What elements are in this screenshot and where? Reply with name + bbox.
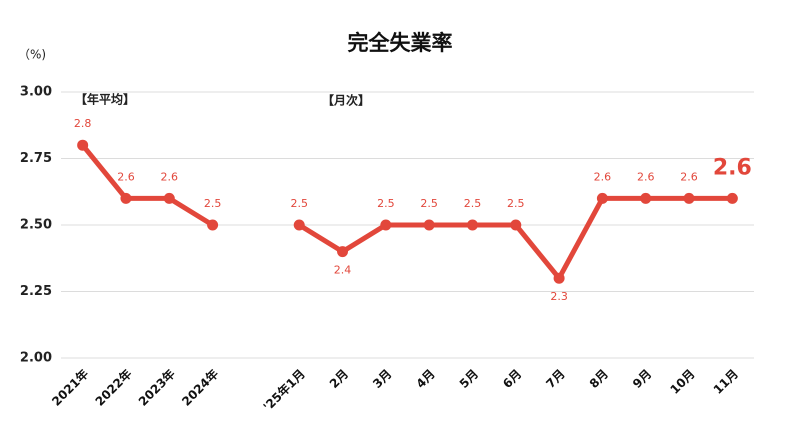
x-tick-label: 5月 (457, 367, 481, 391)
x-tick-label: 2022年 (92, 366, 135, 409)
data-label: 2.5 (464, 197, 482, 210)
point (423, 219, 435, 231)
data-label: 2.5 (507, 197, 525, 210)
x-tick-label: 8月 (587, 367, 611, 391)
annotation: 【月次】 (322, 93, 370, 108)
point (683, 192, 695, 204)
x-tick-label: 3月 (370, 367, 394, 391)
data-label: 2.6 (637, 170, 655, 183)
point (640, 192, 652, 204)
x-tick-label: '25年1月 (260, 366, 308, 414)
data-label: 2.5 (290, 197, 308, 210)
point (337, 246, 349, 258)
data-label: 2.6 (117, 170, 135, 183)
chart-title: 完全失業率 (348, 31, 453, 55)
line (297, 195, 733, 281)
point (596, 192, 608, 204)
y-tick-label: 2.75 (20, 151, 52, 166)
y-tick-label: 2.00 (20, 351, 52, 366)
x-tick-label: 4月 (413, 367, 437, 391)
point (510, 219, 522, 231)
data-label: 2.4 (334, 264, 352, 277)
x-tick-label: 9月 (630, 367, 654, 391)
point (380, 219, 392, 231)
point (726, 192, 738, 204)
point (77, 139, 89, 151)
y-tick-label: 3.00 (20, 85, 52, 100)
data-label: 2.3 (550, 290, 568, 303)
x-tick-label: 11月 (711, 367, 741, 397)
y-tick-label: 2.50 (20, 218, 52, 233)
data-label: 2.6 (161, 170, 179, 183)
data-label: 2.5 (377, 197, 395, 210)
x-tick-label: 6月 (500, 367, 524, 391)
annotation: 【年平均】 (75, 92, 135, 107)
data-label: 2.6 (713, 155, 752, 180)
point (163, 192, 175, 204)
data-label: 2.8 (74, 117, 92, 130)
x-tick-label: 2月 (327, 367, 351, 391)
x-tick-label: 2023年 (135, 366, 178, 409)
x-tick-label: 10月 (667, 367, 697, 397)
x-tick-label: 2024年 (178, 366, 221, 409)
x-tick-label: 2021年 (49, 366, 92, 409)
y-tick-label: 2.25 (20, 284, 52, 299)
data-label: 2.5 (420, 197, 438, 210)
point (293, 219, 305, 231)
line (80, 143, 214, 228)
data-label: 2.5 (204, 197, 222, 210)
data-label: 2.6 (680, 170, 698, 183)
y-axis-label: （%) (18, 48, 46, 62)
point (466, 219, 478, 231)
x-tick-label: 7月 (543, 367, 567, 391)
point (120, 192, 132, 204)
data-label: 2.6 (594, 170, 612, 183)
point (553, 272, 565, 284)
point (207, 219, 219, 231)
